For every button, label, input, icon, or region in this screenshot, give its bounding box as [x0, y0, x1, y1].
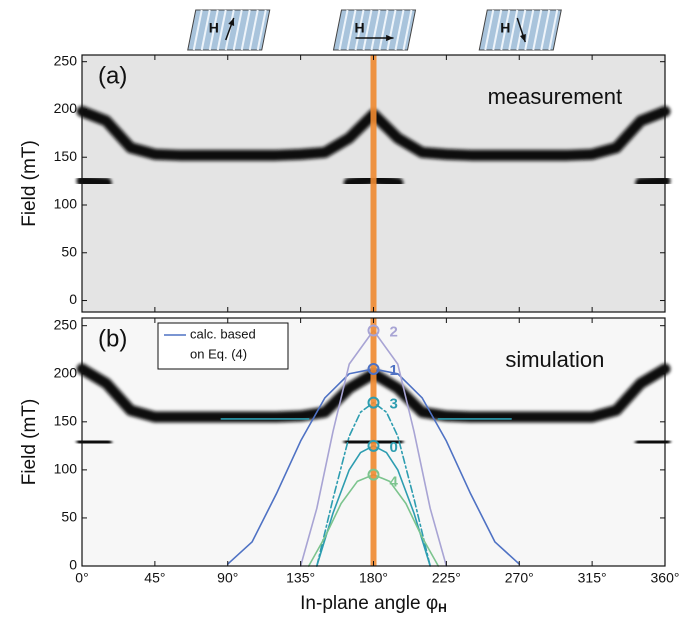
stripe — [508, 9, 519, 51]
curve-label: 2 — [390, 323, 398, 340]
stripe — [548, 9, 559, 51]
stripe — [386, 9, 397, 51]
stripe — [492, 9, 503, 51]
curve-label: 3 — [390, 396, 398, 413]
y-tick-label: 150 — [54, 413, 78, 429]
x-tick-label: 180° — [359, 570, 388, 586]
stripe — [524, 9, 535, 51]
stripe — [362, 9, 373, 51]
stripe — [370, 9, 381, 51]
stripe — [484, 9, 495, 51]
stripe — [248, 9, 259, 51]
y-axis-label: Field (mT) — [19, 140, 40, 227]
stripe — [394, 9, 405, 51]
stripe — [232, 9, 243, 51]
y-tick-label: 200 — [54, 364, 78, 380]
x-tick-label: 0° — [75, 570, 88, 586]
stripe — [240, 9, 251, 51]
x-tick-label: 225° — [432, 570, 461, 586]
field-label: H — [500, 20, 510, 36]
stripe — [200, 9, 211, 51]
annotation: measurement — [488, 84, 623, 109]
stripe — [338, 9, 349, 51]
curve-point — [367, 324, 380, 337]
field-label: H — [354, 20, 364, 36]
arrow-head — [228, 18, 235, 26]
y-tick-label: 100 — [54, 196, 78, 212]
arrow-head — [386, 34, 394, 42]
x-axis-label: In-plane angle φH — [300, 593, 447, 615]
x-tick-label: 315° — [578, 570, 607, 586]
x-axis-label-sub: H — [438, 601, 447, 615]
legend-text: calc. based — [190, 326, 256, 341]
stripe — [192, 9, 203, 51]
y-tick-label: 0 — [69, 557, 77, 573]
panel-label: (b) — [98, 325, 127, 352]
curve-label: 0 — [390, 439, 398, 456]
x-tick-label: 90° — [217, 570, 238, 586]
y-tick-label: 150 — [54, 148, 78, 164]
geometry-icon: H — [332, 9, 417, 51]
stripe — [256, 9, 267, 51]
curve-point — [367, 439, 380, 452]
x-tick-label: 360° — [651, 570, 680, 586]
geometry-icon: H — [478, 9, 562, 51]
stripe — [500, 9, 511, 51]
y-tick-label: 50 — [61, 509, 77, 525]
stripe — [532, 9, 543, 51]
stripe — [540, 9, 551, 51]
stripe — [208, 9, 219, 51]
stripe — [354, 9, 365, 51]
curve-label: 4 — [390, 474, 399, 491]
curve-point — [367, 468, 380, 481]
y-tick-label: 250 — [54, 316, 78, 332]
y-tick-label: 0 — [69, 291, 77, 307]
x-axis-label-main: In-plane angle φ — [300, 593, 438, 614]
panel-label: (a) — [98, 62, 127, 89]
geometry-icon: H — [187, 9, 271, 51]
stripe — [378, 9, 389, 51]
y-tick-label: 50 — [61, 243, 77, 259]
curve-point — [367, 396, 380, 409]
legend-box — [157, 322, 289, 370]
curve-point — [367, 362, 380, 375]
legend-text: on Eq. (4) — [190, 346, 247, 361]
field-label: H — [209, 20, 219, 36]
x-tick-label: 270° — [505, 570, 534, 586]
curve-label: 1 — [390, 362, 398, 379]
x-tick-label: 45° — [144, 570, 165, 586]
annotation: simulation — [505, 347, 604, 372]
y-tick-label: 250 — [54, 52, 78, 68]
stripe — [402, 9, 413, 51]
y-tick-label: 100 — [54, 461, 78, 477]
y-axis-label: Field (mT) — [19, 399, 40, 486]
arrow-head — [519, 34, 526, 42]
stripe — [216, 9, 227, 51]
stripe — [346, 9, 357, 51]
x-tick-label: 135° — [286, 570, 315, 586]
y-tick-label: 200 — [54, 100, 78, 116]
